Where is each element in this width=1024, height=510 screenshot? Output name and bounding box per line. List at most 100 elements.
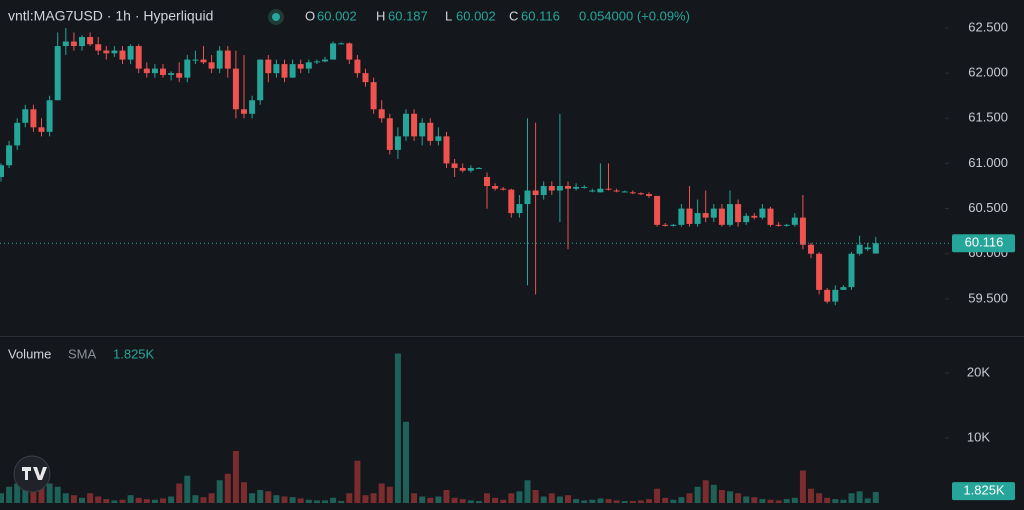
volume-bar: [192, 495, 199, 503]
y-tick-label: 62.500: [968, 19, 1008, 34]
volume-bar: [872, 491, 879, 503]
volume-bar: [654, 488, 661, 503]
candle-body: [751, 215, 758, 218]
candle-body: [200, 59, 207, 63]
candle-body: [394, 136, 401, 150]
volume-bar: [556, 496, 563, 503]
sma-tag: [952, 482, 1015, 501]
candle-body: [710, 208, 717, 218]
candle-body: [386, 118, 393, 150]
candle-body: [38, 127, 45, 132]
candle-body: [775, 224, 782, 226]
candle-body: [783, 224, 790, 226]
logo-badge[interactable]: [13, 455, 51, 493]
candle-body: [127, 46, 134, 60]
volume-bar: [589, 499, 596, 503]
volume-bar: [743, 496, 750, 503]
volume-bar: [492, 497, 499, 503]
volume-bar: [694, 486, 701, 503]
volume-bar: [87, 493, 94, 503]
candle-body: [597, 188, 604, 193]
y-tick-label: 61.000: [968, 155, 1008, 170]
sma-name: SMA: [68, 346, 97, 361]
volume-bar: [160, 498, 166, 503]
volume-bar: [127, 495, 134, 503]
high-key: H: [376, 8, 385, 23]
candle-body: [224, 50, 231, 69]
candle-body: [840, 287, 847, 290]
volume-bar: [208, 493, 215, 503]
volume-bar: [573, 499, 580, 503]
candle-body: [111, 50, 118, 54]
volume-title: Volume: [8, 346, 51, 361]
candle-body: [759, 208, 766, 218]
volume-bar: [273, 495, 280, 503]
candle-body: [443, 136, 450, 164]
candle-body: [832, 289, 839, 302]
candle-body: [799, 217, 806, 245]
close-key: C: [509, 8, 518, 23]
candle-body: [208, 62, 215, 69]
volume-bar: [443, 490, 450, 503]
volume-bar: [257, 490, 264, 503]
volume-bar: [532, 490, 539, 503]
candle-body: [160, 68, 166, 75]
candle-body: [654, 195, 661, 225]
candle-body: [313, 61, 320, 63]
candle-body: [46, 100, 53, 132]
candle-body: [297, 64, 304, 69]
volume-bar: [467, 500, 474, 503]
candle-body: [70, 41, 77, 47]
candle-body: [872, 243, 879, 254]
volume-bar: [14, 483, 21, 503]
volume-bar: [670, 499, 677, 503]
volume-bar: [686, 493, 693, 503]
candle-body: [87, 37, 94, 45]
volume-tick-label: 20K: [967, 364, 990, 379]
candle-body: [362, 73, 369, 83]
volume-bar: [475, 501, 482, 503]
volume-bar: [394, 353, 401, 503]
candle-body: [95, 44, 102, 51]
candle-body: [192, 59, 199, 61]
volume-bar: [808, 488, 814, 503]
volume-bar: [678, 497, 685, 503]
tradingview-logo[interactable]: [13, 455, 51, 493]
volume-bar: [435, 496, 442, 503]
volume-bar: [54, 486, 61, 503]
volume-bar: [419, 496, 426, 503]
sma-tag-label: 1.825K: [963, 483, 1005, 498]
candle-body: [565, 186, 571, 189]
volume-bar: [516, 491, 523, 503]
volume-bar: [727, 491, 733, 503]
open-key: O: [305, 8, 315, 23]
volume-bar: [540, 496, 547, 503]
candle-body: [232, 68, 239, 110]
candle-body: [573, 186, 580, 189]
volume-bar: [662, 497, 669, 503]
candle-body: [686, 208, 693, 224]
volume-bar: [305, 499, 312, 503]
volume-bar: [62, 493, 69, 503]
candle-body: [257, 59, 264, 101]
volume-bar: [241, 482, 247, 503]
volume-bar: [621, 501, 628, 503]
volume-bar: [176, 483, 183, 503]
candle-body: [427, 122, 434, 141]
symbol-title: vntl:MAG7USD · 1h · Hyperliquid: [8, 8, 213, 24]
candle-body: [451, 163, 458, 168]
volume-tick-label: 10K: [967, 429, 990, 444]
candle-body: [589, 190, 596, 192]
candle-body: [378, 109, 385, 119]
volume-bar: [79, 497, 85, 503]
volume-bar: [354, 460, 361, 503]
volume-bar: [151, 499, 158, 503]
volume-bar: [168, 496, 175, 503]
candle-body: [411, 113, 418, 137]
candle-body: [516, 204, 523, 214]
y-tick-label: 61.500: [968, 110, 1008, 125]
candle-body: [281, 64, 288, 78]
volume-bar: [313, 500, 320, 503]
